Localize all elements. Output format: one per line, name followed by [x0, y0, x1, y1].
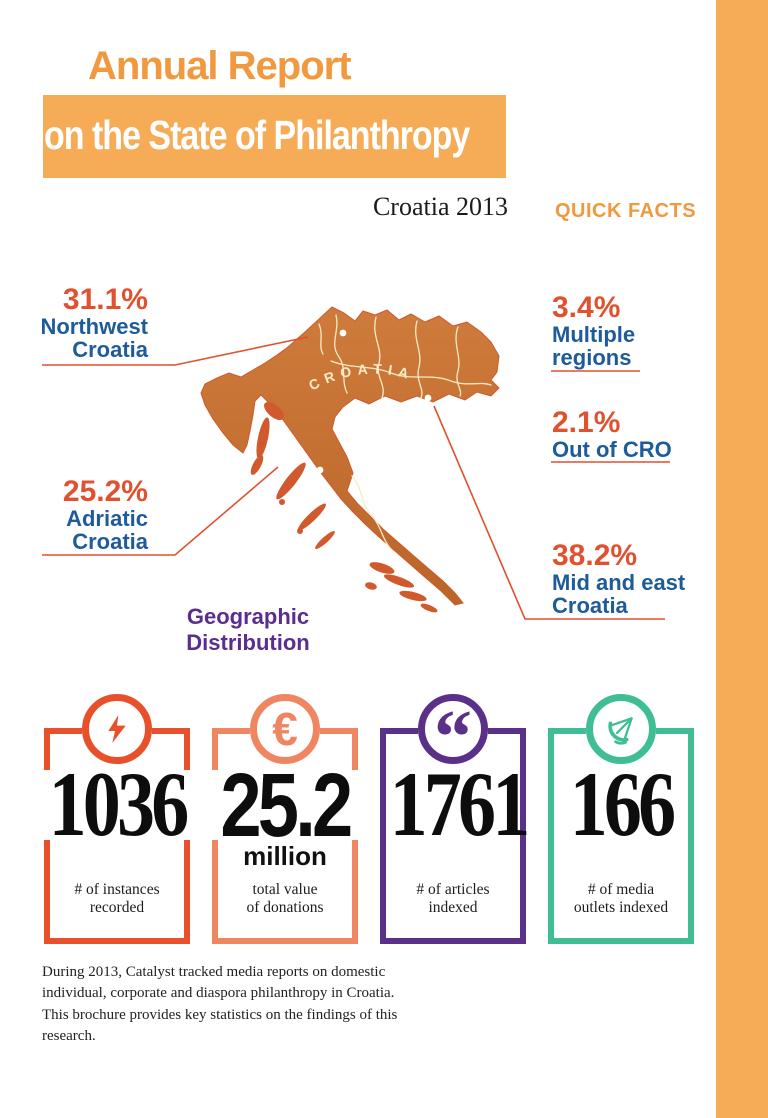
- stat-value: 1761: [389, 754, 531, 856]
- title-banner: on the State of Philanthropy: [43, 95, 506, 178]
- stat-value-band: 1036: [37, 759, 197, 851]
- stat-value: 25.2: [220, 754, 353, 856]
- region-name-line: Adriatic: [66, 506, 148, 531]
- region-percent: 3.4%: [552, 291, 621, 324]
- stat-label: total value of donations: [246, 881, 324, 916]
- footer-line: research.: [42, 1027, 96, 1044]
- report-title-line2: on the State of Philanthropy: [44, 113, 470, 159]
- region-callout-adriatic: 25.2% Adriatic Croatia: [30, 476, 148, 553]
- region-callout-out-of-cro: 2.1% Out of CRO: [552, 407, 702, 461]
- footer-line: During 2013, Catalyst tracked media repo…: [42, 964, 386, 980]
- region-callout-northwest: 31.1% Northwest Croatia: [30, 284, 148, 361]
- right-accent-bar: [716, 0, 768, 1118]
- region-percent: 25.2%: [62, 475, 148, 508]
- quick-facts-label: QUICK FACTS: [555, 200, 697, 222]
- euro-icon: €: [250, 694, 320, 764]
- region-name-line: Mid and east: [552, 570, 686, 595]
- adriatic-islands: [250, 402, 438, 613]
- region-name-line: Croatia: [72, 337, 148, 362]
- satellite-icon: [586, 694, 656, 764]
- section-title-geographic-distribution: Geographic Distribution: [186, 604, 310, 655]
- stat-label: # of instances recorded: [74, 881, 160, 916]
- croatia-map: CROATIA: [42, 306, 670, 620]
- stat-value-band: 25.2: [205, 760, 365, 850]
- report-title-line1: Annual Report: [88, 44, 352, 88]
- stat-value-band: 1761: [386, 759, 531, 851]
- footer-line: This brochure provides key statistics on…: [42, 1006, 398, 1023]
- report-subtitle: Croatia 2013: [372, 192, 508, 221]
- region-name-line: Out of CRO: [552, 437, 672, 462]
- region-percent: 31.1%: [62, 283, 148, 316]
- stat-label: # of articles indexed: [416, 881, 490, 916]
- stat-value-band: 166: [554, 759, 688, 851]
- region-name-line: Multiple: [552, 322, 636, 347]
- stat-card-donations: € 25.2 million total value of donations: [205, 694, 365, 944]
- quote-icon: “: [418, 694, 488, 775]
- region-name-line: Croatia: [72, 529, 148, 554]
- leader-lines: [42, 336, 670, 620]
- lightning-icon: [82, 694, 152, 764]
- footer-line: individual, corporate and diaspora phila…: [42, 985, 395, 1002]
- region-callout-mid-east: 38.2% Mid and east Croatia: [552, 540, 702, 617]
- county-borders: [318, 314, 492, 552]
- stat-value: 1036: [48, 754, 190, 856]
- region-percent: 2.1%: [552, 406, 621, 439]
- stat-unit: million: [243, 841, 327, 871]
- region-callout-multiple-regions: 3.4% Multiple regions: [552, 292, 702, 369]
- region-percent: 38.2%: [552, 539, 638, 572]
- croatia-mainland-shape: [200, 306, 500, 606]
- stat-card-articles: “ 1761 # of articles indexed: [380, 694, 531, 944]
- region-name-line: regions: [552, 345, 632, 370]
- stat-value: 166: [569, 754, 676, 856]
- stat-card-instances: 1036 # of instances recorded: [37, 694, 197, 944]
- city-dots: [316, 329, 432, 474]
- stat-card-media-outlets: 166 # of media outlets indexed: [548, 694, 694, 944]
- stat-label: # of media outlets indexed: [573, 881, 669, 916]
- region-name-line: Northwest: [40, 314, 148, 339]
- region-name-line: Croatia: [552, 593, 628, 618]
- footer-paragraph: During 2013, Catalyst tracked media repo…: [42, 962, 402, 1047]
